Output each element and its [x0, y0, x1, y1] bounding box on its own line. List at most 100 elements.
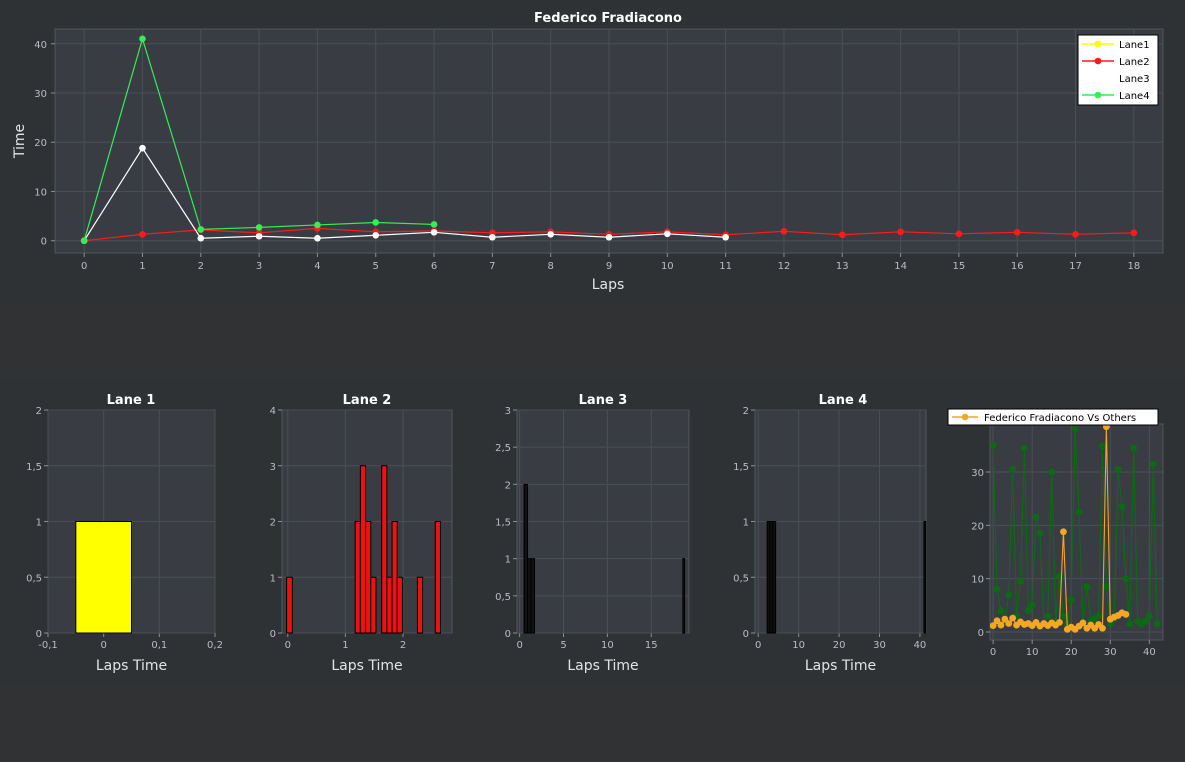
comparison-point-others [1106, 620, 1114, 628]
comparison-point-driver [1102, 424, 1110, 431]
data-point-lane3 [722, 233, 729, 241]
comparison-point-driver [997, 621, 1005, 629]
histogram-bar [923, 521, 927, 634]
data-point-lane4 [139, 35, 146, 43]
y-tick-label: 1,5 [26, 462, 42, 473]
comparison-point-driver [1005, 620, 1013, 627]
data-point-lane4 [197, 226, 205, 233]
comparison-point-driver [1056, 619, 1063, 626]
data-point-lane3 [197, 234, 205, 242]
data-point-lane2 [780, 228, 788, 235]
comparison-point-others [1020, 444, 1028, 452]
y-tick-label: 0 [41, 237, 47, 248]
y-tick-label: 2 [505, 480, 511, 491]
x-tick-label: 3 [256, 261, 262, 272]
histogram-lane-3: 0 5 10 15 0 0,5 1 1,5 2 2,5 3 Lane 3 Laps Time [495, 393, 690, 674]
main-chart-title: Federico Fradiacono [534, 11, 682, 26]
data-point-lane2 [838, 231, 846, 239]
data-point-lane3 [547, 230, 554, 238]
comparison-point-others [1130, 444, 1138, 452]
legend-label: Lane4 [1119, 91, 1150, 102]
histogram-bar [381, 465, 388, 634]
comparison-point-others [1048, 468, 1056, 476]
x-tick-label: 2 [400, 640, 406, 651]
x-tick-label: 0 [81, 261, 87, 272]
data-point-lane4 [80, 237, 88, 244]
y-tick-label: 1 [36, 518, 42, 529]
comparison-point-driver [990, 622, 997, 629]
data-point-lane2 [1013, 229, 1021, 236]
comparison-point-others [1095, 612, 1102, 620]
y-tick-label: 0,5 [733, 573, 749, 584]
x-tick-label: 8 [547, 261, 553, 272]
histogram-bar [75, 521, 133, 634]
comparison-point-others [1102, 583, 1110, 591]
histogram-bar [386, 576, 393, 634]
y-tick-label: 30 [34, 89, 47, 100]
histogram-title: Lane 2 [343, 393, 392, 408]
comparison-point-others [1083, 583, 1091, 591]
comparison-point-others [1122, 575, 1130, 583]
y-tick-label: 4 [270, 406, 276, 417]
y-tick-label: 10 [971, 575, 984, 586]
histogram-bar [286, 576, 293, 634]
data-point-lane3 [314, 234, 321, 242]
x-tick-label: 4 [314, 261, 320, 272]
histogram-title: Lane 4 [819, 393, 868, 408]
x-tick-label: 10 [1026, 647, 1039, 658]
comparison-point-others [990, 441, 997, 449]
x-tick-label: 20 [1065, 647, 1078, 658]
y-tick-label: 2 [270, 518, 276, 529]
histogram-title: Lane 1 [107, 393, 156, 408]
x-tick-label: -0,1 [38, 640, 58, 651]
main-x-axis-label: Laps [592, 277, 625, 293]
comparison-point-others [1075, 508, 1083, 516]
histogram-x-axis-label: Laps Time [567, 658, 638, 674]
x-tick-label: 12 [778, 261, 791, 272]
histogram-bar [530, 558, 536, 634]
comparison-point-others [1149, 460, 1157, 468]
histogram-bar [359, 465, 367, 634]
main-y-axis-label: Time [12, 124, 28, 159]
main-line-chart: 0 1 2 3 4 5 6 7 8 9 10 11 12 13 14 15 16 17 18010203040Fed… [12, 11, 1164, 293]
y-tick-label: 1 [270, 573, 276, 584]
y-tick-label: 0,5 [26, 573, 42, 584]
comparison-point-others [1099, 443, 1106, 450]
x-tick-label: 7 [489, 261, 495, 272]
series-line-lane3 [83, 147, 726, 242]
x-tick-label: 30 [1104, 647, 1117, 658]
comparison-chart: 0 10 20 30 40 0 10 20 30 Federico Fradiacono Vs O… [947, 408, 1164, 658]
comparison-point-others [1028, 601, 1036, 609]
y-tick-label: 1 [743, 518, 749, 529]
comparison-point-others [997, 607, 1005, 615]
data-point-lane3 [139, 144, 146, 152]
x-tick-label: 0,1 [151, 640, 167, 651]
comparison-point-driver [1060, 528, 1067, 536]
comparison-point-others [1060, 612, 1067, 620]
x-tick-label: 14 [894, 261, 907, 272]
x-tick-label: 1 [342, 640, 348, 651]
comparison-point-others [1118, 503, 1126, 511]
comparison-point-others [1005, 591, 1013, 599]
x-tick-label: 13 [836, 261, 849, 272]
histogram-bar [396, 576, 403, 634]
data-point-lane4 [255, 224, 263, 231]
data-point-lane2 [897, 228, 904, 236]
histogram-bar [682, 558, 686, 634]
x-tick-label: 17 [1069, 261, 1082, 272]
y-tick-label: 20 [34, 138, 47, 149]
data-point-lane2 [1072, 230, 1079, 238]
histogram-lane-2: 0 1 2 0 1 2 3 4 Lane 2 Laps Time [270, 393, 453, 674]
x-tick-label: 0 [100, 640, 106, 651]
y-tick-label: 2 [36, 406, 42, 417]
x-tick-label: 2 [198, 261, 204, 272]
histogram-bar [523, 483, 529, 634]
comparison-point-driver [1079, 619, 1087, 627]
legend-label: Lane1 [1119, 40, 1150, 51]
x-tick-label: 5 [373, 261, 379, 272]
y-tick-label: 1,5 [495, 518, 511, 529]
comparison-point-others [1017, 577, 1024, 585]
data-point-lane2 [955, 230, 963, 238]
histogram-lane-4: 0 10 20 30 40 0 0,5 1 1,5 2 Lane 4 Laps Time [733, 393, 927, 674]
